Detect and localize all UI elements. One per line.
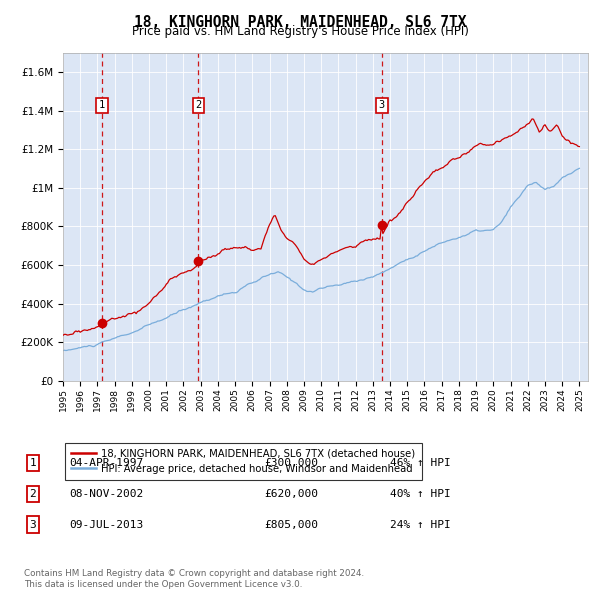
Text: 1: 1 [29, 458, 37, 468]
Text: 3: 3 [379, 100, 385, 110]
Legend: 18, KINGHORN PARK, MAIDENHEAD, SL6 7TX (detached house), HPI: Average price, det: 18, KINGHORN PARK, MAIDENHEAD, SL6 7TX (… [65, 443, 421, 480]
Text: £300,000: £300,000 [264, 458, 318, 468]
Text: 08-NOV-2002: 08-NOV-2002 [69, 489, 143, 499]
Text: 2: 2 [29, 489, 37, 499]
Text: 04-APR-1997: 04-APR-1997 [69, 458, 143, 468]
Text: £620,000: £620,000 [264, 489, 318, 499]
Text: 18, KINGHORN PARK, MAIDENHEAD, SL6 7TX: 18, KINGHORN PARK, MAIDENHEAD, SL6 7TX [134, 15, 466, 30]
Text: 2: 2 [195, 100, 202, 110]
Text: 40% ↑ HPI: 40% ↑ HPI [390, 489, 451, 499]
Text: Contains HM Land Registry data © Crown copyright and database right 2024.
This d: Contains HM Land Registry data © Crown c… [24, 569, 364, 589]
Text: Price paid vs. HM Land Registry's House Price Index (HPI): Price paid vs. HM Land Registry's House … [131, 25, 469, 38]
Text: 09-JUL-2013: 09-JUL-2013 [69, 520, 143, 529]
Text: £805,000: £805,000 [264, 520, 318, 529]
Text: 24% ↑ HPI: 24% ↑ HPI [390, 520, 451, 529]
Text: 1: 1 [99, 100, 105, 110]
Text: 46% ↑ HPI: 46% ↑ HPI [390, 458, 451, 468]
Text: 3: 3 [29, 520, 37, 529]
